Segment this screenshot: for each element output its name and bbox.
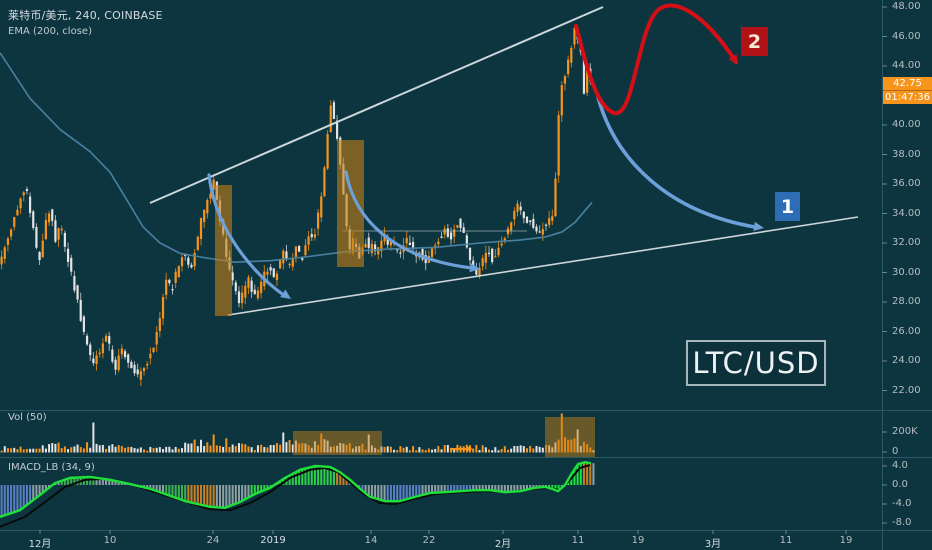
macd-pane-label: IMACD_LB (34, 9) [8, 462, 95, 473]
price-tick-label: 32.00 [892, 237, 921, 248]
upper-trendline [149, 6, 604, 204]
price-tick-label: 22.00 [892, 384, 921, 396]
price-tick-label: 26.00 [892, 325, 921, 337]
projection-arrow-down-3 [596, 95, 757, 229]
time-tick-label: 19 [839, 535, 853, 546]
price-tick-label: 48.00 [892, 1, 921, 12]
arrowhead [753, 221, 764, 232]
price-tick-label: 36.00 [892, 178, 921, 189]
arrowhead [280, 289, 291, 299]
time-tick-label: 11 [571, 535, 585, 546]
legend-symbol: 莱特币/美元, 240, COINBASE [8, 9, 163, 22]
price-tick-label: 38.00 [892, 148, 921, 160]
price-tick-label: 28.00 [892, 296, 921, 307]
macd-tick-label: -4.0 [892, 498, 912, 509]
time-tick-label: 3月 [704, 539, 722, 550]
price-tick-label: 44.00 [892, 60, 921, 71]
volume-tick-label: 0 [892, 446, 899, 457]
highlight-box [337, 140, 364, 267]
trend-badge-2[interactable]: 2 [741, 27, 768, 56]
watermark-symbol-label: LTC/USD [686, 340, 826, 386]
arrowhead [728, 54, 738, 65]
macd-signal-line [0, 461, 592, 519]
macd-tick-label: 0.0 [892, 479, 908, 490]
last-price-value: 42.75 [893, 78, 922, 89]
time-tick-label: 11 [779, 535, 793, 546]
projection-arrow-up-red [574, 3, 738, 116]
volume-tick-label: 200K [892, 426, 918, 437]
macd-tick-label: 4.0 [892, 460, 908, 471]
trend-badge-1[interactable]: 1 [775, 192, 800, 221]
projection-arrow-down-2 [344, 170, 474, 270]
time-tick-label: 19 [631, 535, 645, 546]
time-tick-label: 12月 [28, 539, 52, 550]
highlight-box [545, 417, 595, 457]
arrowhead [469, 263, 480, 273]
price-tick-label: 30.00 [892, 266, 921, 278]
macd-histogram [0, 462, 595, 517]
projection-arrow-down-1 [207, 173, 287, 298]
price-tick-label: 46.00 [892, 30, 921, 42]
highlight-box [215, 185, 232, 316]
time-tick-label: 2月 [494, 539, 512, 550]
time-tick-label: 24 [206, 535, 220, 546]
price-tick-label: 34.00 [892, 207, 921, 219]
highlight-box [293, 431, 382, 455]
chart-legend: 莱特币/美元, 240, COINBASE EMA (200, close) [8, 7, 163, 37]
time-tick-label: 2019 [260, 535, 286, 546]
ema-line [0, 52, 593, 263]
price-tick-label: 40.00 [892, 119, 921, 130]
time-tick-label: 22 [422, 535, 436, 546]
price-tick-label: 24.00 [892, 355, 921, 366]
candlestick-series [0, 25, 595, 386]
time-tick-label: 10 [103, 535, 117, 546]
arrowhead [467, 446, 473, 452]
time-tick-label: 14 [364, 535, 378, 546]
lower-trendline [227, 216, 859, 316]
legend-ema-indicator: EMA (200, close) [8, 26, 92, 37]
bar-countdown: 01:47:36 [883, 90, 932, 104]
volume-pane-label: Vol (50) [8, 412, 47, 423]
macd-tick-label: -8.0 [892, 517, 912, 528]
last-price-tag: 42.75 01:47:36 [883, 77, 932, 104]
